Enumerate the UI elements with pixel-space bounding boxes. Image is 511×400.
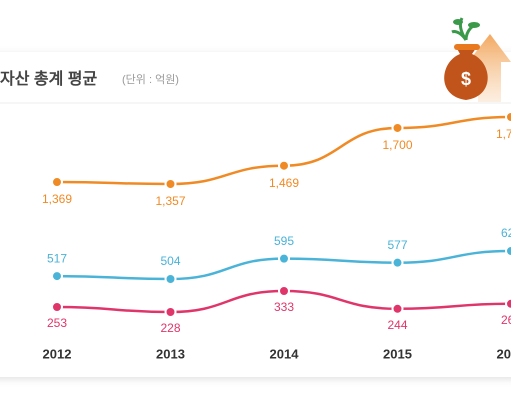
value-label: 629 bbox=[501, 226, 511, 240]
x-tick-label: 2014 bbox=[270, 346, 300, 361]
x-tick-label: 2016 bbox=[497, 346, 511, 361]
x-tick-label: 2015 bbox=[383, 346, 412, 361]
point bbox=[164, 273, 177, 285]
point bbox=[505, 111, 511, 123]
point bbox=[51, 176, 63, 189]
value-label: 1,357 bbox=[155, 194, 185, 208]
svg-text:$: $ bbox=[461, 69, 471, 89]
value-label: 253 bbox=[47, 316, 67, 330]
point bbox=[505, 297, 511, 310]
value-label: 1,767 bbox=[496, 127, 511, 141]
point bbox=[164, 178, 177, 190]
value-label: 1,700 bbox=[382, 138, 412, 152]
point bbox=[505, 245, 511, 257]
value-label: 517 bbox=[47, 251, 67, 265]
value-label: 577 bbox=[387, 238, 407, 252]
value-label: 595 bbox=[274, 234, 294, 248]
x-tick-label: 2012 bbox=[43, 346, 72, 361]
point bbox=[51, 270, 63, 283]
point bbox=[391, 256, 404, 269]
x-tick-label: 2013 bbox=[156, 346, 185, 361]
card bbox=[0, 52, 511, 377]
value-label: 228 bbox=[160, 321, 180, 335]
value-label: 244 bbox=[387, 318, 407, 332]
point bbox=[391, 302, 404, 315]
point bbox=[51, 301, 63, 313]
value-label: 1,469 bbox=[269, 176, 299, 190]
value-label: 504 bbox=[160, 254, 180, 268]
point bbox=[164, 306, 177, 318]
value-label: 1,369 bbox=[42, 192, 72, 206]
point bbox=[278, 159, 290, 172]
money-icon: $ bbox=[444, 17, 511, 102]
value-label: 269 bbox=[501, 313, 511, 327]
value-label: 333 bbox=[274, 300, 294, 314]
chart-subtitle: (단위 : 억원) bbox=[122, 73, 179, 86]
point bbox=[278, 252, 290, 265]
chart-title: 자산 총계 평균 bbox=[0, 69, 97, 88]
point bbox=[278, 285, 290, 297]
point bbox=[391, 121, 404, 134]
